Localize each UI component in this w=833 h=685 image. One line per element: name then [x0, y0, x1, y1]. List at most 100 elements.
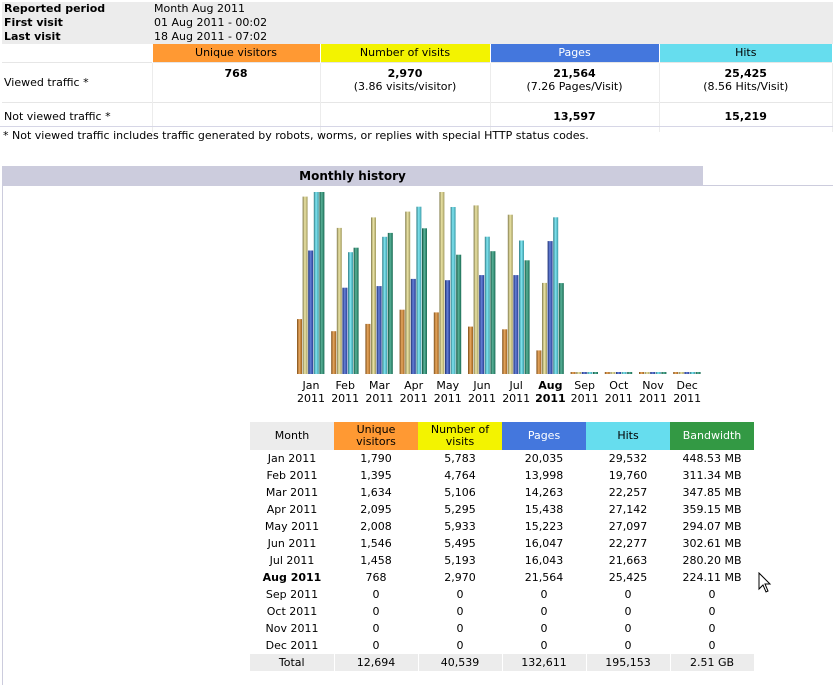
cell-unique: 2,095 — [360, 503, 392, 516]
cell-pages: 13,998 — [524, 469, 564, 482]
bar-pages-jun — [479, 275, 485, 374]
x-label-month: Jan — [302, 379, 320, 392]
bar-number-of-visits-apr — [405, 211, 411, 374]
th-number-of-visits: Number of visits — [418, 422, 502, 450]
bar-pages-nov — [650, 372, 656, 374]
summary-corner — [2, 44, 153, 62]
first-visit-value: 01 Aug 2011 - 00:02 — [152, 16, 833, 30]
cell-unique: 1,790 — [360, 452, 392, 465]
bar-number-of-visits-aug — [542, 282, 547, 374]
x-label-month: Feb — [335, 379, 354, 392]
bar-bandwidth-mb-oct — [627, 372, 633, 374]
last-visit-value: 18 Aug 2011 - 07:02 — [152, 30, 833, 44]
bar-pages-may — [445, 280, 450, 374]
bar-bandwidth-mb-nov — [661, 372, 667, 374]
bar-pages-mar — [376, 286, 382, 374]
x-label-month: Oct — [609, 379, 629, 392]
bar-number-of-visits-dec — [678, 372, 684, 374]
bar-pages-jan — [308, 250, 314, 374]
cell-pages: 132,611 — [502, 654, 587, 671]
cell-visits: 2,970 — [444, 571, 476, 584]
bar-bandwidth-mb-aug — [558, 283, 564, 374]
bar-bandwidth-mb-mar — [387, 232, 393, 374]
cell-bandwidth: 0 — [708, 588, 716, 601]
th-month: Month — [250, 422, 334, 450]
bar-unique-visitors-jan — [297, 319, 302, 374]
cell-unique: 2,008 — [360, 520, 392, 533]
bar-unique-visitors-mar — [365, 323, 371, 374]
cell-unique: 0 — [372, 639, 380, 652]
cell-hits: 29,532 — [608, 452, 648, 465]
cell-month: Oct 2011 — [266, 605, 318, 618]
viewed-pages: 21,564 (7.26 Pages/Visit) — [490, 61, 660, 102]
cell-bandwidth: 0 — [708, 639, 716, 652]
bar-number-of-visits-jan — [302, 196, 308, 374]
bar-hits-aug — [553, 217, 559, 374]
cell-bandwidth: 0 — [708, 622, 716, 635]
th-hits: Hits — [586, 422, 670, 450]
cell-hits: 195,153 — [586, 654, 671, 671]
table-row: Jul 2011 1,458 5,193 16,043 21,663 280.20 MB — [250, 552, 754, 569]
cell-unique: 1,546 — [360, 537, 392, 550]
cell-month: Mar 2011 — [265, 486, 319, 499]
table-row: Feb 2011 1,395 4,764 13,998 19,760 311.34 MB — [250, 467, 754, 484]
bar-pages-dec — [684, 372, 690, 374]
bar-pages-feb — [342, 287, 348, 374]
bar-hits-jul — [519, 240, 524, 374]
cell-visits: 5,783 — [444, 452, 476, 465]
x-label-month: Nov — [642, 379, 664, 392]
bar-unique-visitors-jun — [468, 326, 473, 374]
monthly-history-title: Monthly history — [2, 166, 703, 186]
x-label-month: Jul — [509, 379, 523, 392]
bar-hits-oct — [621, 372, 627, 374]
x-label-year: 2011 — [502, 392, 530, 405]
bar-bandwidth-mb-jan — [319, 192, 325, 374]
x-label-month: May — [436, 379, 459, 392]
x-label-year: 2011 — [605, 392, 633, 405]
reported-period-label: Reported period — [2, 2, 152, 16]
bar-unique-visitors-oct — [604, 372, 610, 374]
cell-pages: 20,035 — [524, 452, 564, 465]
cell-unique: 1,458 — [360, 554, 392, 567]
bar-pages-oct — [616, 372, 621, 374]
bar-number-of-visits-sep — [576, 372, 582, 374]
cell-unique: 0 — [372, 622, 380, 635]
cell-month: Jul 2011 — [269, 554, 315, 567]
bar-bandwidth-mb-apr — [422, 228, 427, 374]
x-label-year: 2011 — [673, 392, 701, 405]
bar-hits-feb — [348, 252, 353, 374]
x-label-year: 2011 — [400, 392, 428, 405]
cell-hits: 21,663 — [608, 554, 648, 567]
cell-visits: 5,495 — [444, 537, 476, 550]
cell-visits: 40,539 — [418, 654, 503, 671]
viewed-traffic-label: Viewed traffic * — [2, 61, 153, 102]
cell-month: Feb 2011 — [266, 469, 318, 482]
x-label-year: 2011 — [434, 392, 462, 405]
bar-pages-apr — [410, 278, 416, 374]
bar-number-of-visits-feb — [336, 227, 342, 374]
bar-hits-sep — [587, 372, 593, 374]
table-row: Mar 2011 1,634 5,106 14,263 22,257 347.85 MB — [250, 484, 754, 501]
x-label-month: Jun — [472, 379, 490, 392]
cell-month: Total — [250, 654, 335, 671]
x-label-month: Dec — [677, 379, 698, 392]
cell-bandwidth: 448.53 MB — [682, 452, 742, 465]
x-label-year: 2011 — [639, 392, 667, 405]
monthly-history-rule — [703, 185, 833, 186]
bar-unique-visitors-jul — [502, 329, 508, 374]
x-label-month: Aug — [538, 379, 562, 392]
monthly-history-chart: Jan2011Feb2011Mar2011Apr2011May2011Jun20… — [297, 192, 701, 405]
cell-bandwidth: 0 — [708, 605, 716, 618]
bar-bandwidth-mb-feb — [353, 247, 359, 374]
bar-bandwidth-mb-jul — [524, 260, 530, 374]
cell-bandwidth: 280.20 MB — [682, 554, 742, 567]
table-row: May 2011 2,008 5,933 15,223 27,097 294.07 MB — [250, 518, 754, 535]
cell-pages: 21,564 — [524, 571, 564, 584]
cell-pages: 0 — [540, 622, 548, 635]
reported-period-value: Month Aug 2011 — [152, 2, 833, 16]
cell-pages: 16,047 — [524, 537, 564, 550]
cell-pages: 15,223 — [524, 520, 564, 533]
cell-hits: 25,425 — [608, 571, 648, 584]
cell-bandwidth: 224.11 MB — [682, 571, 742, 584]
cell-visits: 0 — [456, 639, 464, 652]
